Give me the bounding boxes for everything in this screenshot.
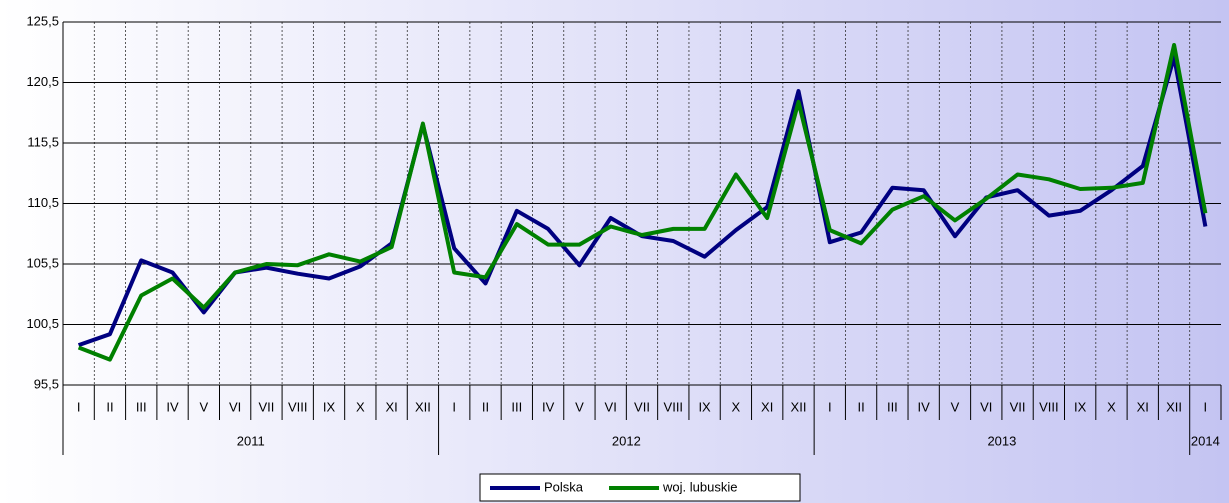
x-tick-label: VII bbox=[258, 399, 274, 414]
x-tick-label: II bbox=[106, 399, 113, 414]
x-tick-label: V bbox=[951, 399, 960, 414]
x-tick-label: XI bbox=[761, 399, 773, 414]
x-tick-label: I bbox=[77, 399, 81, 414]
x-tick-label: X bbox=[356, 399, 365, 414]
x-tick-label: VIII bbox=[664, 399, 684, 414]
x-tick-label: III bbox=[511, 399, 522, 414]
x-tick-label: V bbox=[200, 399, 209, 414]
y-tick-label: 120,5 bbox=[26, 74, 59, 89]
x-tick-label: IV bbox=[166, 399, 179, 414]
legend-label: woj. lubuskie bbox=[662, 479, 737, 494]
x-tick-label: V bbox=[575, 399, 584, 414]
y-tick-label: 125,5 bbox=[26, 13, 59, 28]
y-tick-label: 115,5 bbox=[27, 134, 59, 149]
series-line bbox=[77, 43, 1208, 362]
x-tick-label: IX bbox=[698, 399, 711, 414]
x-group-label: 2013 bbox=[987, 433, 1016, 448]
x-tick-label: II bbox=[857, 399, 864, 414]
x-group-label: 2011 bbox=[237, 433, 265, 448]
y-tick-label: 105,5 bbox=[26, 255, 59, 270]
x-tick-label: IX bbox=[323, 399, 336, 414]
x-tick-label: II bbox=[482, 399, 489, 414]
x-tick-label: XII bbox=[415, 399, 431, 414]
x-tick-label: XII bbox=[1166, 399, 1182, 414]
x-tick-label: VI bbox=[980, 399, 992, 414]
x-tick-label: I bbox=[828, 399, 832, 414]
x-tick-label: X bbox=[1107, 399, 1116, 414]
x-tick-label: X bbox=[732, 399, 741, 414]
x-tick-label: VIII bbox=[288, 399, 308, 414]
x-tick-label: VI bbox=[605, 399, 617, 414]
x-tick-label: VI bbox=[229, 399, 241, 414]
legend-label: Polska bbox=[544, 479, 584, 494]
x-tick-label: XII bbox=[791, 399, 807, 414]
x-tick-label: VIII bbox=[1039, 399, 1059, 414]
x-tick-label: IV bbox=[542, 399, 555, 414]
x-tick-label: VII bbox=[634, 399, 650, 414]
y-tick-label: 95,5 bbox=[34, 376, 59, 391]
x-tick-label: IX bbox=[1074, 399, 1087, 414]
x-tick-label: XI bbox=[1137, 399, 1149, 414]
x-tick-label: I bbox=[1204, 399, 1208, 414]
x-tick-label: III bbox=[136, 399, 147, 414]
x-tick-label: IV bbox=[918, 399, 931, 414]
x-group-label: 2014 bbox=[1191, 433, 1220, 448]
y-tick-label: 100,5 bbox=[26, 316, 59, 331]
x-tick-label: III bbox=[887, 399, 898, 414]
x-tick-label: I bbox=[452, 399, 456, 414]
y-tick-label: 110,5 bbox=[27, 195, 59, 210]
x-tick-label: VII bbox=[1010, 399, 1026, 414]
x-group-label: 2012 bbox=[612, 433, 641, 448]
x-tick-label: XI bbox=[385, 399, 397, 414]
